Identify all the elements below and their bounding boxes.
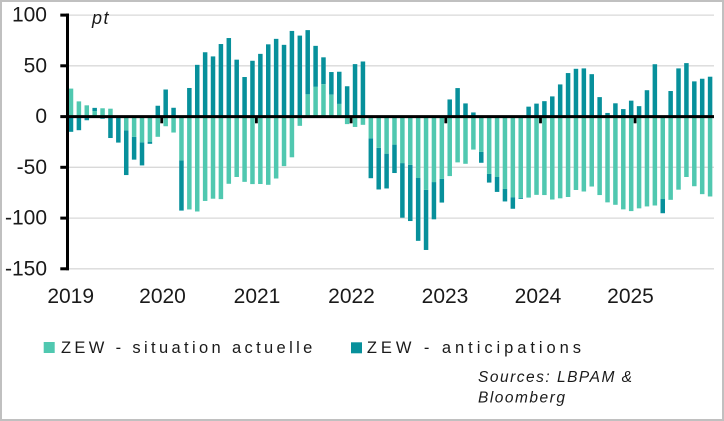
svg-text:Sources: LBPAM &: Sources: LBPAM & <box>478 369 634 386</box>
svg-text:0: 0 <box>35 105 47 128</box>
svg-text:2023: 2023 <box>422 285 469 308</box>
svg-text:2019: 2019 <box>47 285 94 308</box>
svg-text:Bloomberg: Bloomberg <box>478 390 566 407</box>
svg-text:50: 50 <box>24 54 47 77</box>
svg-text:2024: 2024 <box>515 285 562 308</box>
svg-text:ZEW - situation actuelle: ZEW - situation actuelle <box>61 339 316 357</box>
svg-text:-50: -50 <box>17 156 47 179</box>
svg-text:2020: 2020 <box>139 285 186 308</box>
svg-text:2021: 2021 <box>234 285 281 308</box>
svg-text:2022: 2022 <box>328 285 375 308</box>
svg-text:100: 100 <box>12 4 47 27</box>
svg-text:ZEW - anticipations: ZEW - anticipations <box>367 339 585 357</box>
svg-text:2025: 2025 <box>607 285 654 308</box>
svg-text:pt: pt <box>91 8 110 28</box>
svg-text:-100: -100 <box>5 207 47 230</box>
svg-text:-150: -150 <box>5 257 47 280</box>
